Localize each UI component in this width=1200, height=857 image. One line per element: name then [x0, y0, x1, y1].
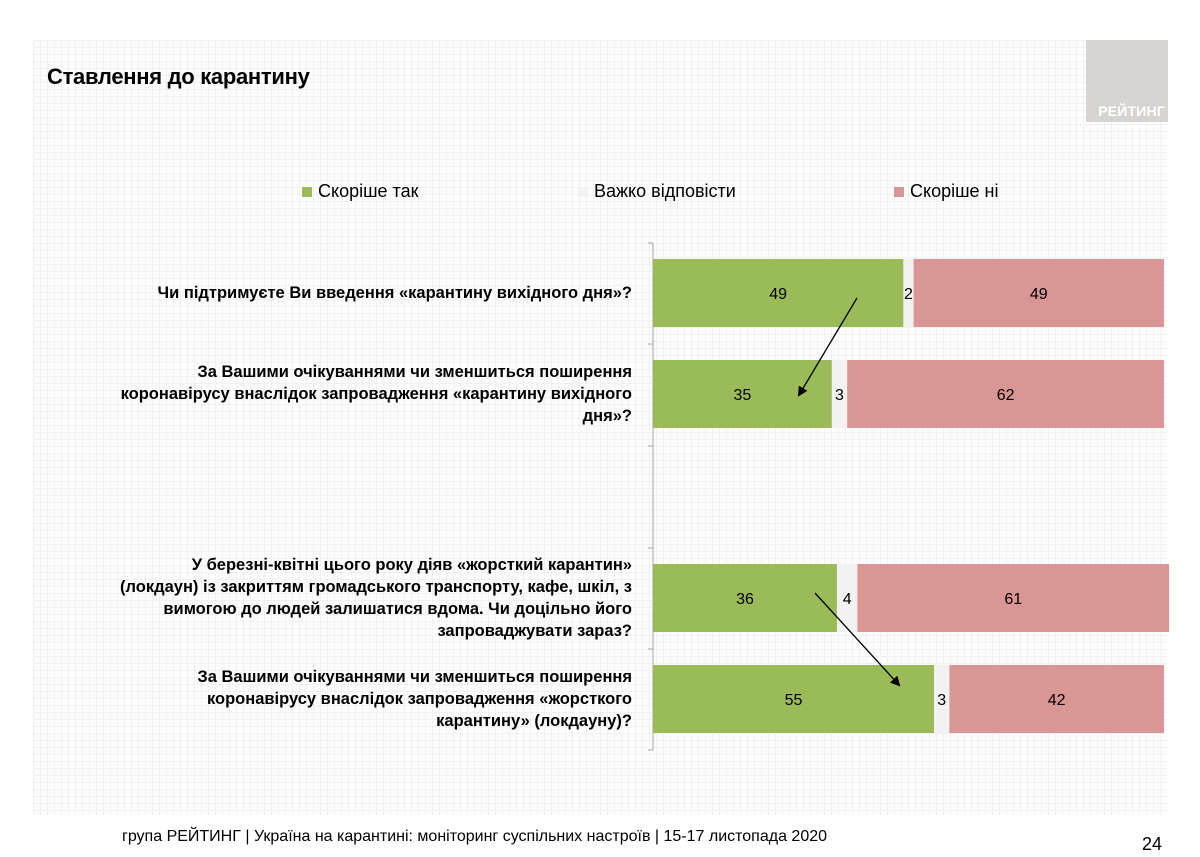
- bar-no-2: [847, 360, 1164, 428]
- question-label-4: За Вашими очікуваннями чи зменшиться пош…: [197, 666, 632, 732]
- legend-item-yes: Скоріше так: [302, 181, 418, 202]
- data-label-yes-4: 55: [785, 692, 803, 709]
- legend-label-no: Скоріше ні: [910, 181, 999, 201]
- bar-hard-1: [903, 259, 914, 327]
- data-label-yes-2: 35: [734, 387, 752, 404]
- logo-text: РЕЙТИНГ: [1098, 103, 1165, 119]
- page-number: 24: [1142, 834, 1163, 854]
- data-label-hard-1: 2: [904, 286, 913, 303]
- bar-yes-4: [653, 665, 935, 733]
- arrow-down-right: [814, 592, 901, 687]
- data-label-no-3: 61: [1004, 591, 1022, 608]
- footer-text: група РЕЙТИНГ | Україна на карантині: мо…: [122, 828, 828, 845]
- legend-swatch-yes: [302, 186, 312, 197]
- slide-title: Ставлення до карантину: [47, 64, 310, 89]
- bar-no-3: [857, 564, 1170, 632]
- question-line: дня»?: [582, 407, 632, 425]
- data-label-no-1: 49: [1030, 286, 1048, 303]
- legend-item-hard: Важко відповісти: [578, 181, 736, 202]
- data-label-yes-3: 36: [736, 591, 754, 608]
- data-label-no-2: 62: [997, 387, 1015, 404]
- question-line: За Вашими очікуваннями чи зменшиться пош…: [197, 363, 632, 381]
- question-label-2: За Вашими очікуваннями чи зменшиться пош…: [121, 361, 632, 427]
- question-line: вимогою до людей залишатися вдома. Чи до…: [163, 600, 632, 618]
- data-label-hard-3: 4: [843, 591, 852, 608]
- bar-hard-4: [934, 665, 950, 733]
- legend-label-hard: Важко відповісти: [594, 181, 736, 201]
- legend-swatch-hard: [578, 186, 588, 197]
- question-label-1: Чи підтримуєте Ви введення «карантину ви…: [158, 282, 632, 304]
- question-line: За Вашими очікуваннями чи зменшиться пош…: [197, 668, 632, 686]
- data-label-yes-1: 49: [769, 286, 787, 303]
- question-line: Чи підтримуєте Ви введення «карантину ви…: [157, 284, 632, 302]
- bar-no-4: [949, 665, 1164, 733]
- data-label-no-4: 42: [1048, 692, 1066, 709]
- question-line: У березні-квітні цього року діяв «жорстк…: [191, 556, 632, 574]
- question-line: запроваджувати зараз?: [437, 622, 632, 640]
- data-label-hard-2: 3: [835, 387, 844, 404]
- bar-hard-3: [836, 564, 858, 632]
- bar-no-1: [913, 259, 1164, 327]
- legend-swatch-no: [894, 186, 904, 197]
- question-line: (локдаун) із закриттям громадського тран…: [120, 578, 632, 596]
- question-line: коронавірусу внаслідок запровадження «ка…: [120, 385, 632, 403]
- rating-logo: РЕЙТИНГ: [1086, 40, 1168, 122]
- bar-yes-1: [653, 259, 904, 327]
- legend-label-yes: Скоріше так: [318, 181, 419, 201]
- question-label-3: У березні-квітні цього року діяв «жорстк…: [120, 554, 632, 642]
- data-label-hard-4: 3: [937, 692, 946, 709]
- legend-item-no: Скоріше ні: [894, 181, 999, 202]
- bar-yes-3: [653, 564, 837, 632]
- question-line: коронавірусу внаслідок запровадження «жо…: [206, 690, 632, 708]
- bar-hard-2: [831, 360, 848, 428]
- question-line: карантину» (локдауну)?: [436, 712, 632, 730]
- arrow-down-left: [797, 297, 858, 397]
